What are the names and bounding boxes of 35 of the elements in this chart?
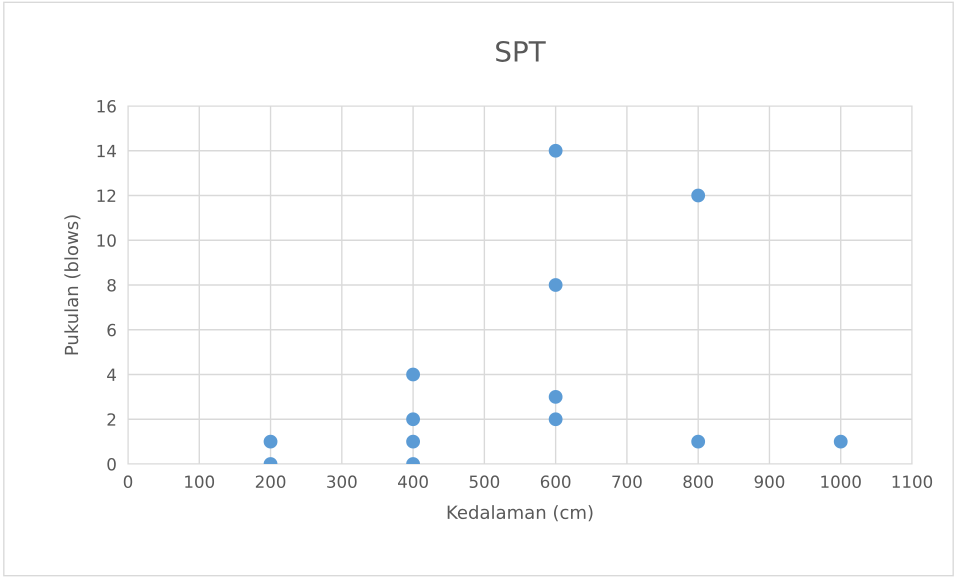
point bbox=[548, 144, 563, 158]
x-tick-label: 900 bbox=[754, 475, 784, 488]
point bbox=[406, 368, 420, 382]
point bbox=[406, 434, 420, 449]
point bbox=[548, 390, 563, 404]
x-tick-label: 1000 bbox=[821, 475, 861, 488]
x-tick-label: 1100 bbox=[892, 475, 932, 488]
x-tick-label: 300 bbox=[327, 475, 357, 488]
x-tick-label: 800 bbox=[683, 475, 713, 488]
x-tick-label: 400 bbox=[398, 475, 428, 488]
point bbox=[548, 278, 563, 292]
x-tick-label: 500 bbox=[470, 475, 500, 488]
y-tick-label: 4 bbox=[107, 368, 116, 381]
point bbox=[834, 434, 848, 449]
y-axis-title: Pukulan (blows) bbox=[64, 215, 80, 354]
y-tick-label: 10 bbox=[98, 234, 116, 247]
x-tick-label: 0 bbox=[124, 475, 132, 488]
point bbox=[548, 412, 563, 426]
y-tick-label: 6 bbox=[107, 324, 116, 336]
point bbox=[406, 412, 420, 426]
y-tick-label: 0 bbox=[107, 458, 116, 471]
y-tick-label: 12 bbox=[98, 189, 116, 202]
chart-title: SPT bbox=[496, 40, 546, 62]
x-tick-label: 600 bbox=[540, 475, 570, 488]
point bbox=[691, 188, 706, 202]
y-tick-label: 2 bbox=[108, 413, 116, 426]
x-tick-label: 200 bbox=[256, 475, 286, 488]
point bbox=[691, 434, 706, 449]
y-tick-label: 14 bbox=[98, 144, 116, 158]
x-axis-title: Kedalaman (cm) bbox=[448, 505, 592, 522]
x-tick-label: 100 bbox=[185, 475, 214, 488]
x-tick-label: 700 bbox=[612, 475, 642, 488]
y-tick-label: 8 bbox=[107, 278, 116, 292]
point bbox=[264, 434, 278, 449]
y-tick-label: 16 bbox=[98, 100, 116, 113]
